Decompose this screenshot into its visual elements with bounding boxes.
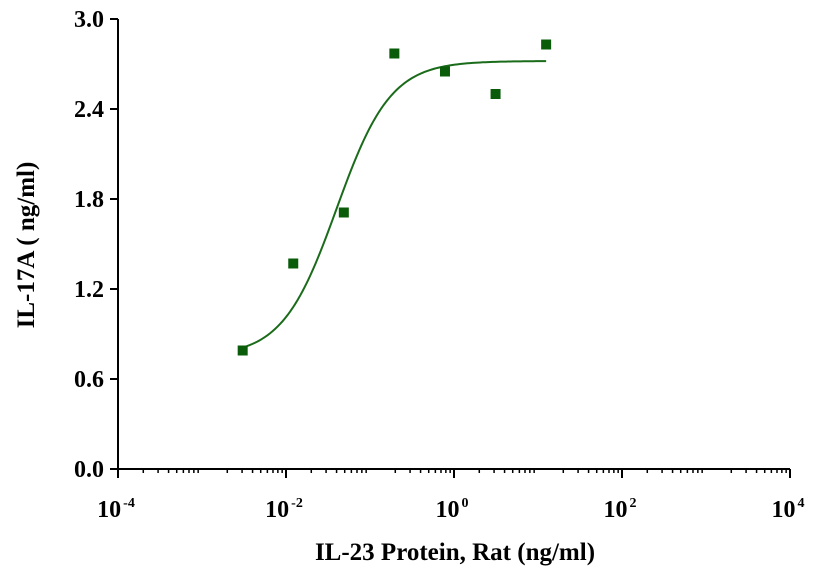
y-tick-label: 1.2: [74, 277, 104, 303]
x-tick-label: 10 0: [436, 496, 469, 523]
y-tick-label: 0.6: [74, 367, 104, 393]
x-tick-label: 10 -4: [97, 496, 135, 523]
y-axis-title: IL-17A ( ng/ml): [13, 162, 40, 329]
fit-curve: [241, 60, 547, 349]
x-axis-ticks: 10 -4 10 -2 10 0 10 2 10 4: [97, 469, 805, 523]
data-point: [237, 345, 248, 356]
y-tick-label: 1.8: [74, 187, 104, 213]
x-axis-title: IL-23 Protein, Rat (ng/ml): [315, 539, 595, 566]
data-point: [288, 258, 299, 269]
data-point: [490, 89, 501, 99]
x-tick-label: 10 4: [772, 496, 805, 523]
data-point: [439, 66, 450, 77]
data-point: [541, 39, 552, 50]
y-tick-label: 2.4: [74, 97, 104, 123]
y-tick-label: 3.0: [74, 7, 104, 33]
axes: [117, 19, 790, 470]
data-point: [389, 48, 400, 59]
data-points: [237, 39, 552, 356]
y-axis-ticks: 0.0 0.6 1.2 1.8 2.4 3.0: [74, 7, 118, 483]
y-tick-label: 0.0: [74, 457, 104, 483]
x-tick-label: 10 2: [604, 496, 637, 523]
x-tick-label: 10 -2: [265, 496, 303, 523]
data-point: [338, 207, 349, 218]
